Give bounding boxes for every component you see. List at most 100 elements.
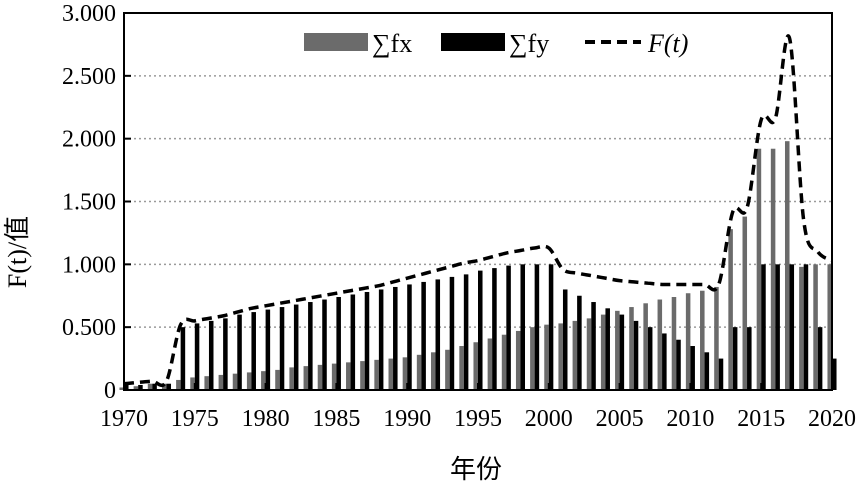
x-tick-label: 2010 [666, 406, 714, 432]
bar-fx [204, 376, 209, 390]
legend-label-fy: ∑fy [509, 29, 549, 58]
bar-fy [449, 276, 455, 390]
line-ft [123, 34, 833, 388]
bar-fy [463, 274, 469, 390]
bar-fy [478, 270, 483, 390]
bar-fy [633, 320, 639, 390]
bar-fx [615, 310, 620, 390]
bar-fx [572, 320, 578, 390]
bar-fx [218, 374, 224, 390]
legend: ∑fx ∑fy F(t) [304, 29, 688, 58]
bar-fy [336, 297, 341, 390]
bar-fx [416, 354, 422, 390]
bar-fx [261, 371, 266, 390]
bar-fx [346, 362, 351, 390]
bar-fy [407, 284, 412, 390]
bar-fx [402, 357, 408, 390]
bar-fy [393, 286, 398, 390]
bar-fx [275, 369, 280, 390]
bar-fy [251, 312, 256, 390]
y-tick-label: 1.500 [62, 190, 116, 216]
bar-fx [813, 264, 818, 390]
bar-fx [430, 352, 436, 390]
grid-lines [124, 75, 832, 328]
bar-fx [133, 386, 139, 390]
legend-label-ft: F(t) [647, 29, 688, 58]
bars [119, 141, 837, 390]
bar-fy [152, 383, 157, 390]
bar-fy [180, 327, 186, 390]
bar-fx [827, 264, 832, 390]
bar-fy [591, 302, 596, 390]
bar-fy [789, 264, 795, 390]
line-series [123, 34, 833, 388]
bar-fy [732, 327, 738, 390]
bar-fy [562, 289, 568, 390]
bar-fy [308, 302, 313, 390]
x-tick-label: 1980 [242, 406, 290, 432]
bar-fy [208, 320, 214, 390]
bar-fy [647, 327, 653, 390]
y-axis-title: F(t)/值 [3, 216, 32, 288]
bar-fx [685, 293, 691, 390]
bar-fy [364, 291, 370, 390]
bar-fy [492, 268, 497, 390]
bar-fy [718, 358, 724, 390]
bar-fx [459, 346, 464, 390]
bar-fy [704, 352, 710, 390]
bar-fy [279, 307, 285, 390]
bar-fx [147, 383, 153, 390]
bar-fy [662, 333, 667, 390]
legend-swatch-fx [304, 33, 368, 51]
bar-fy [350, 294, 356, 390]
bar-fx [657, 299, 663, 390]
bar-fx [756, 148, 762, 390]
bar-fy [378, 289, 384, 390]
bar-fx [629, 307, 634, 390]
y-tick-label: 3.000 [62, 1, 116, 27]
bar-fx [119, 387, 124, 390]
bar-fx [586, 318, 592, 390]
bar-fy [803, 264, 809, 390]
x-tick-label: 1990 [383, 406, 431, 432]
bar-fx [784, 141, 790, 390]
bar-fy [605, 308, 610, 390]
bar-fx [742, 216, 748, 390]
bar-fy [138, 384, 143, 390]
bar-fx [303, 366, 309, 390]
bar-fx [232, 373, 238, 390]
bar-fy [124, 384, 129, 390]
legend-label-fx: ∑fx [372, 29, 412, 58]
bar-fy [237, 314, 242, 390]
y-axis: 0 0.500 1.000 1.500 2.000 2.500 3.000 [62, 1, 131, 404]
x-tick-label: 1970 [100, 406, 148, 432]
bar-fy [832, 358, 837, 390]
bar-fy [548, 264, 554, 390]
y-tick-label: 0.500 [62, 315, 116, 341]
x-axis: 1970 1975 1980 1985 1990 1995 2000 2005 2010 2015… [100, 383, 856, 432]
bar-fy [676, 339, 681, 390]
x-tick-label: 1975 [171, 406, 219, 432]
bar-fx [161, 383, 167, 390]
bar-fx [643, 303, 648, 390]
bar-fy [506, 265, 511, 390]
bar-fy [265, 309, 271, 390]
x-tick-label: 2015 [737, 406, 785, 432]
bar-fx [176, 379, 181, 390]
bar-fx [388, 358, 394, 390]
bar-fy [166, 383, 172, 390]
bar-fy [577, 295, 582, 390]
bar-fy [817, 327, 823, 390]
bar-fx [799, 266, 804, 390]
bar-fx [190, 377, 195, 390]
bar-fx [714, 286, 719, 390]
bar-fx [445, 349, 450, 390]
bar-fx [558, 323, 563, 390]
bar-fx [544, 324, 549, 390]
bar-fx [728, 229, 733, 390]
bar-fx [487, 338, 493, 390]
bar-fy [775, 264, 780, 390]
bar-fx [501, 334, 507, 390]
bar-fy [435, 279, 441, 390]
